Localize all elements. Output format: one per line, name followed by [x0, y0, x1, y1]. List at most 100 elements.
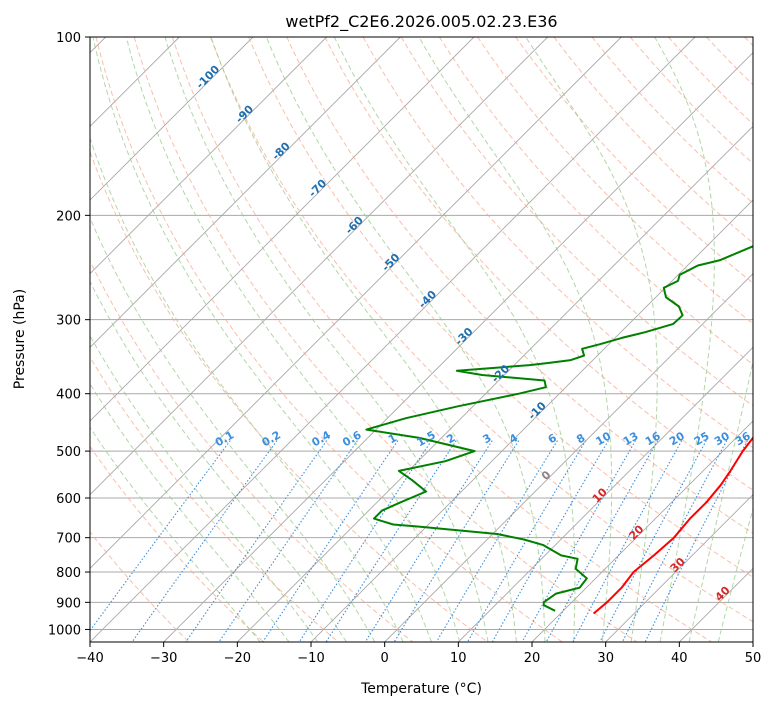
moist-adiabat-line: [210, 37, 517, 642]
y-axis-label: Pressure (hPa): [12, 289, 28, 389]
dry-adiabat-label: -50: [379, 251, 402, 274]
isotherm-line: [90, 37, 696, 642]
y-tick-label: 800: [56, 566, 81, 581]
chart-title: wetPf2_C2E6.2026.005.02.23.E36: [285, 12, 557, 32]
moist-adiabat-line: [125, 37, 461, 642]
mixing-ratio-line: [90, 440, 231, 632]
dry-adiabat-label: -30: [452, 325, 475, 348]
y-tick-label: 600: [56, 492, 81, 507]
dry-adiabat-line: [477, 37, 753, 325]
moist-adiabat-line: [90, 334, 319, 642]
x-tick-label: −20: [224, 651, 251, 666]
mixing-ratio-label: 36: [733, 429, 753, 448]
mixing-ratio-line: [131, 440, 278, 642]
mixing-ratio-label: 0.1: [213, 428, 236, 449]
x-tick-label: 0: [381, 651, 389, 666]
dry-adiabat-label: 10: [590, 485, 610, 505]
isotherm-line: [90, 37, 401, 348]
isotherm-line: [90, 37, 622, 569]
mixing-ratio-label: 0.2: [260, 428, 283, 449]
y-tick-label: 1000: [48, 623, 81, 638]
isotherm-line: [605, 494, 753, 642]
isotherm-line: [679, 567, 753, 642]
y-tick-label: 500: [56, 445, 81, 460]
mixing-ratio-label: 25: [692, 429, 712, 448]
y-tick-label: 400: [56, 388, 81, 403]
dry-adiabat-line: [90, 259, 414, 642]
temperature-line: [592, 436, 753, 615]
dry-adiabat-line: [90, 531, 190, 642]
moist-adiabat-line: [418, 37, 613, 642]
x-tick-label: 10: [450, 651, 467, 666]
dry-adiabat-line: [90, 445, 264, 642]
isotherm-line: [90, 37, 327, 275]
isotherm-line: [752, 641, 753, 642]
mixing-ratio-line: [621, 440, 728, 642]
plot-frame: [89, 36, 754, 643]
isotherm-line: [237, 125, 753, 642]
mixing-ratio-label: 30: [712, 429, 732, 448]
mixing-ratio-line: [185, 440, 328, 642]
isotherm-line: [458, 346, 753, 642]
mixing-ratio-line: [521, 440, 637, 642]
x-tick-label: −30: [150, 651, 177, 666]
moist-adiabat-line: [92, 37, 432, 642]
y-tick-label: 300: [56, 314, 81, 329]
moist-adiabat-line: [90, 136, 404, 642]
dewpoint-line: [365, 245, 753, 612]
moist-adiabat-line: [717, 507, 753, 642]
dry-adiabat-line: [90, 150, 488, 642]
dry-adiabat-label: -70: [306, 176, 329, 199]
dry-adiabat-line: [210, 37, 753, 623]
moist-adiabat-line: [654, 37, 715, 642]
isotherm-line: [90, 37, 254, 201]
isotherm-line: [384, 273, 753, 642]
moist-adiabat-line: [90, 216, 376, 642]
y-tick-label: 700: [56, 532, 81, 547]
mixing-ratio-line: [491, 440, 609, 642]
dry-adiabat-line: [324, 37, 753, 491]
x-axis-label: Temperature (°C): [360, 681, 482, 697]
x-tick-label: 20: [524, 651, 541, 666]
x-tick-label: 30: [597, 651, 614, 666]
mixing-ratio-line: [435, 440, 558, 642]
mixing-ratio-label: 20: [667, 429, 687, 448]
moist-adiabat-line: [333, 37, 576, 642]
dry-adiabat-line: [438, 37, 753, 366]
mixing-ratio-line: [572, 440, 683, 642]
dry-adiabat-line: [515, 37, 753, 284]
mixing-ratio-label: 3: [480, 431, 493, 446]
dry-adiabat-label: -90: [233, 102, 256, 125]
mixing-ratio-line: [599, 440, 707, 642]
axes: −40 −30 −20 −10 0 10 20 30 40 5010020030040050060…: [48, 31, 761, 666]
dry-adiabat-label: -100: [194, 63, 223, 92]
y-tick-label: 100: [56, 31, 81, 46]
dry-adiabat-line: [553, 37, 753, 244]
mixing-ratio-label: 16: [643, 429, 663, 448]
moist-adiabat-line: [164, 37, 489, 642]
moist-adiabat-line: [265, 37, 546, 642]
isotherm-line: [531, 420, 753, 642]
dry-adiabat-label: -20: [489, 362, 512, 385]
moist-adiabat-line: [525, 37, 658, 642]
dry-adiabat-label: -10: [526, 399, 549, 422]
dry-adiabat-label: 40: [713, 584, 733, 604]
x-tick-label: −40: [76, 651, 103, 666]
mixing-ratio-line: [262, 440, 399, 642]
y-tick-label: 900: [56, 596, 81, 611]
x-tick-label: −10: [297, 651, 324, 666]
moist-adiabat-line: [90, 426, 261, 642]
mixing-ratio-label: 0.6: [340, 428, 364, 449]
dry-adiabat-line: [90, 356, 339, 642]
isotherm-line: [310, 199, 753, 642]
moist-adiabat-line: [90, 382, 290, 642]
isotherm-line: [163, 52, 753, 642]
dry-adiabat-line: [248, 37, 753, 578]
x-tick-label: 50: [745, 651, 762, 666]
dry-adiabat-label: -80: [270, 139, 293, 162]
mixing-ratio-line: [298, 440, 432, 642]
dry-adiabat-line: [362, 37, 753, 449]
dry-adiabat-label: -40: [416, 288, 439, 311]
moist-adiabat-line: [90, 280, 347, 642]
dry-adiabat-line: [668, 37, 753, 125]
